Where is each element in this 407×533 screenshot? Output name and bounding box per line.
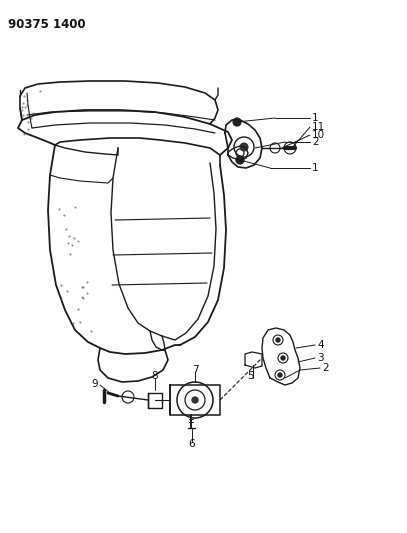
Text: 2: 2 — [312, 137, 319, 147]
Text: 11: 11 — [312, 122, 325, 132]
Text: 90375 1400: 90375 1400 — [8, 18, 85, 31]
Text: 7: 7 — [192, 365, 198, 375]
Text: 3: 3 — [317, 353, 324, 363]
Text: 9: 9 — [92, 379, 98, 389]
Circle shape — [276, 338, 280, 342]
Text: 10: 10 — [312, 130, 325, 140]
Text: 4: 4 — [317, 340, 324, 350]
Text: 1: 1 — [312, 163, 319, 173]
Circle shape — [236, 156, 244, 164]
Text: 2: 2 — [322, 363, 328, 373]
Circle shape — [281, 356, 285, 360]
Circle shape — [240, 143, 248, 151]
Circle shape — [278, 373, 282, 377]
Text: 5: 5 — [247, 371, 253, 381]
Text: 1: 1 — [312, 113, 319, 123]
Text: 8: 8 — [152, 371, 158, 381]
Circle shape — [192, 397, 198, 403]
Circle shape — [233, 118, 241, 126]
Text: 6: 6 — [189, 439, 195, 449]
